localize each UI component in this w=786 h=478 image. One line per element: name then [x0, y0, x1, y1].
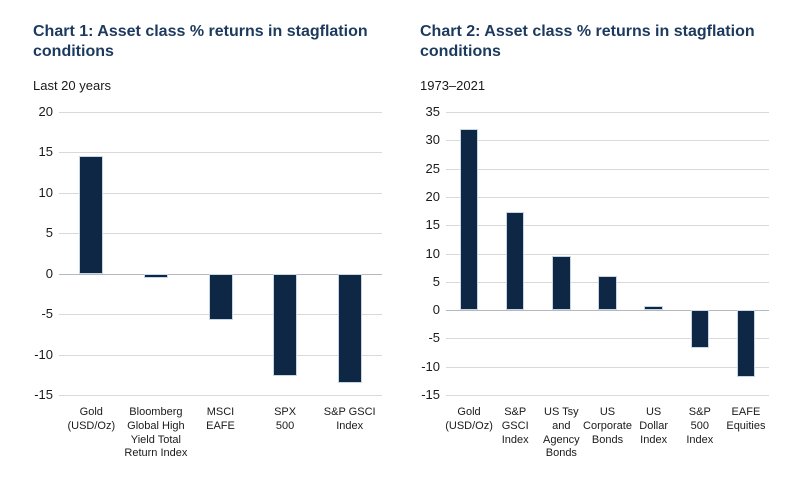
x-axis-label: US Tsy and Agency Bonds	[542, 406, 580, 460]
x-axis: Gold (USD/Oz) Bloomberg Global High Yield To…	[59, 406, 382, 464]
y-tick-label: 5	[45, 225, 53, 241]
bar	[208, 273, 233, 320]
plot-area	[59, 112, 382, 396]
y-tick-label: 5	[432, 273, 440, 289]
x-axis-label: US Dollar Index	[639, 406, 669, 446]
y-tick-label: 20	[425, 188, 440, 204]
gridline	[446, 395, 769, 396]
gridline	[59, 112, 382, 113]
x-axis-label: US Corporate Bonds	[583, 406, 632, 446]
y-tick-label: -15	[421, 387, 440, 402]
y-tick-label: -5	[428, 330, 440, 346]
gridline	[59, 192, 382, 194]
bar	[644, 305, 663, 311]
gridline	[446, 168, 769, 170]
chart-1-title: Chart 1: Asset class % returns in stagfl…	[33, 23, 368, 60]
bar	[337, 273, 362, 383]
gridline	[446, 112, 769, 113]
y-tick-label: 35	[425, 104, 440, 119]
chart-1-panel: Chart 1: Asset class % returns in stagfl…	[33, 22, 390, 467]
bar	[598, 276, 617, 311]
x-axis-label: EAFE Equities	[726, 406, 766, 432]
y-tick-label: 25	[425, 160, 440, 176]
x-axis-label: MSCI EAFE	[206, 406, 235, 432]
x-axis-label: S&P GSCI Index	[501, 406, 529, 446]
gridline	[446, 140, 769, 142]
y-tick-label: 30	[425, 132, 440, 148]
y-tick-label: -5	[41, 306, 53, 322]
x-axis-label: SPX 500	[274, 406, 297, 432]
y-tick-label: 0	[45, 265, 53, 281]
zero-line	[446, 310, 769, 312]
y-tick-label: -10	[34, 346, 53, 362]
bar	[552, 256, 571, 311]
bar	[736, 310, 756, 377]
x-axis-label: Bloomberg Global High Yield Total Return In…	[124, 406, 188, 460]
gridline	[59, 152, 382, 154]
bar	[459, 128, 479, 311]
x-axis-label: Gold (USD/Oz)	[67, 406, 116, 432]
y-tick-label: 10	[38, 184, 53, 200]
y-tick-label: 10	[425, 245, 440, 261]
x-axis: Gold (USD/Oz) S&P GSCI Index US Tsy and Agency B…	[445, 406, 769, 464]
gridline	[446, 366, 769, 368]
y-tick-label: 20	[38, 104, 53, 119]
gridline	[446, 338, 769, 340]
x-axis-label: S&P GSCI Index	[323, 406, 376, 432]
plot-area	[446, 112, 769, 396]
bar	[143, 273, 168, 278]
chart-2-panel: Chart 2: Asset class % returns in stagfl…	[420, 22, 777, 467]
bar	[690, 310, 709, 349]
gridline	[446, 225, 769, 227]
bar	[505, 212, 525, 311]
y-tick-label: 15	[425, 217, 440, 233]
y-tick-label: 15	[38, 144, 53, 160]
gridline	[446, 196, 769, 198]
y-tick-label: 0	[432, 302, 440, 318]
gridline	[446, 253, 769, 255]
chart-2-plot: Gold (USD/Oz) S&P GSCI Index US Tsy and Agency B…	[420, 104, 777, 464]
x-axis-label: Gold (USD/Oz)	[445, 406, 493, 432]
chart-2-subtitle: 1973–2021	[420, 78, 486, 93]
gridline	[59, 233, 382, 235]
y-tick-label: -15	[34, 387, 53, 402]
chart-2-title: Chart 2: Asset class % returns in stagfl…	[420, 23, 755, 60]
chart-1-subtitle: Last 20 years	[33, 78, 112, 93]
gridline	[59, 395, 382, 396]
bar	[273, 273, 298, 376]
bar	[79, 155, 104, 274]
y-tick-label: -10	[421, 358, 440, 374]
gridline	[59, 354, 382, 356]
chart-1-plot: Gold (USD/Oz) Bloomberg Global High Yield To…	[33, 104, 390, 464]
x-axis-label: S&P 500 Index	[686, 406, 714, 446]
